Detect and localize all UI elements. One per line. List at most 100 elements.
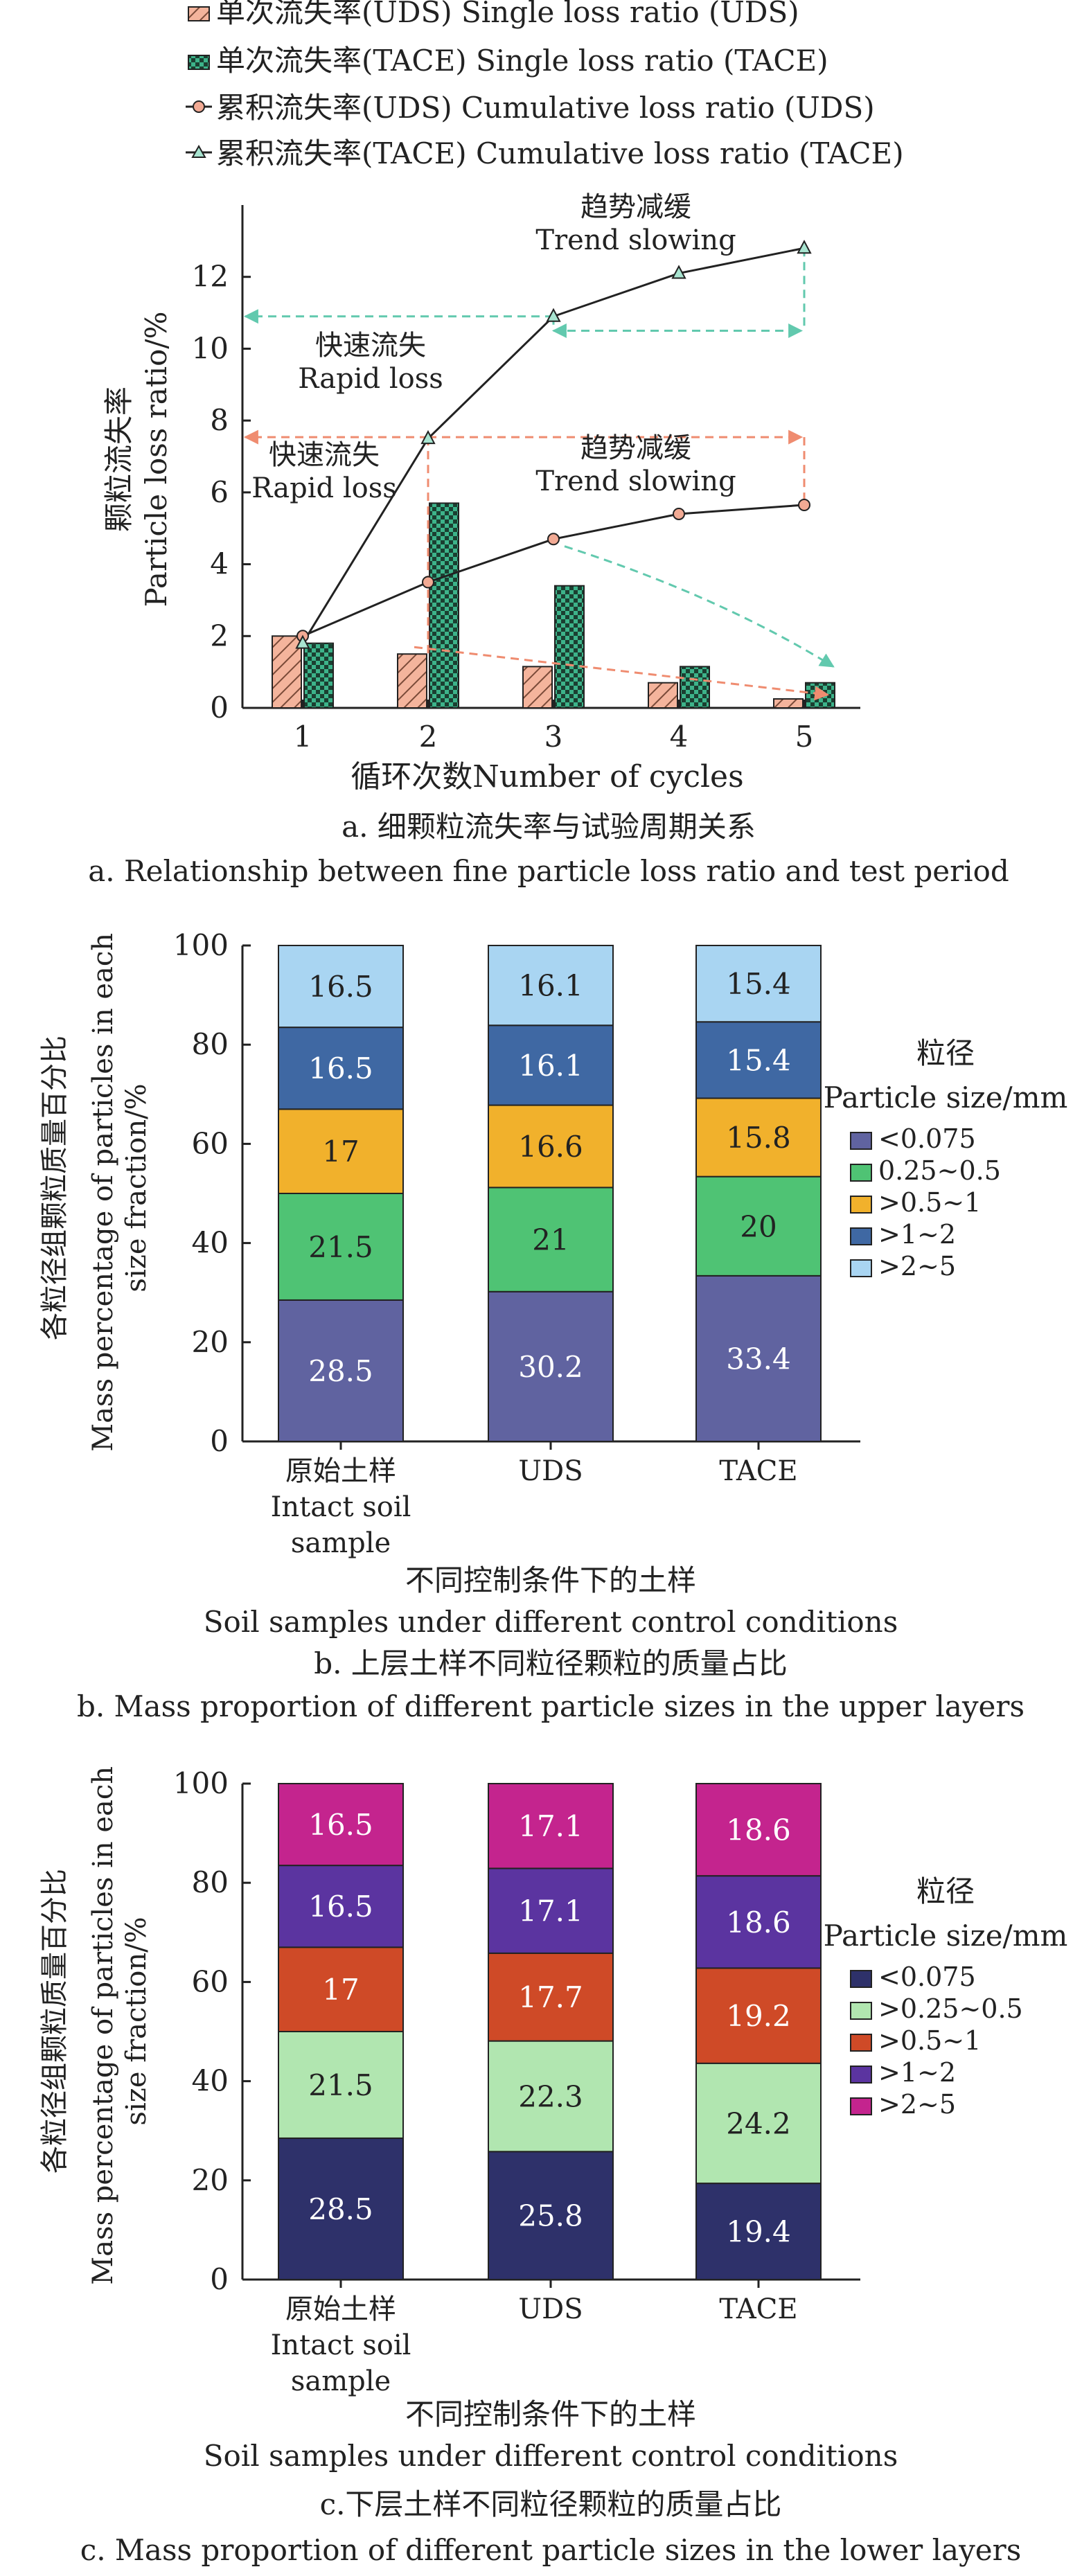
x-tick-label: 3 — [544, 720, 563, 754]
segment-value-label: 19.2 — [726, 1999, 791, 2033]
stacked-bar-segment — [278, 1946, 404, 2033]
stacked-bar-segment — [488, 2040, 614, 2153]
stacked-bar-segment — [695, 1021, 822, 1099]
legend-title-cn: 粒径 — [916, 1874, 975, 1908]
segment-value-label: 16.1 — [518, 1049, 583, 1083]
stacked-bar-segment — [488, 1867, 614, 1954]
panel-a-legend: 单次流失率(UDS) Single loss ratio (UDS) 单次流失率… — [186, 0, 904, 170]
y-axis-label-cn: 颗粒流失率 — [102, 387, 136, 532]
segment-value-label: 21 — [532, 1223, 569, 1257]
annotation-text: 趋势减缓 — [580, 432, 691, 464]
x-tick-label: TACE — [719, 1455, 797, 1487]
panel-a-ylabel: 颗粒流失率 — [102, 387, 136, 532]
legend-swatch — [850, 1970, 872, 1988]
segment-value-label: 16.5 — [308, 1808, 373, 1842]
x-axis-label-en: Soil samples under different control con… — [204, 2439, 898, 2473]
legend-swatch-tace-bar — [188, 55, 210, 70]
y-tick-label: 80 — [192, 1865, 229, 1899]
segment-value-label: 18.6 — [726, 1813, 791, 1847]
legend-label: <0.075 — [878, 1962, 976, 1992]
panel-caption-en: b. Mass proportion of different particle… — [77, 1689, 1025, 1723]
stacked-bar-segment — [488, 1187, 614, 1293]
legend-label: 累积流失率(UDS) Cumulative loss ratio (UDS) — [216, 91, 875, 125]
legend-title-cn: 粒径 — [916, 1036, 975, 1070]
legend-marker-tace — [191, 144, 206, 158]
y-axis-label-line: size fraction/% — [121, 1083, 152, 1292]
panel-b-legend: 粒径 Particle size/mm <0.0750.25~0.5>0.5~1>1… — [824, 1036, 1068, 1281]
legend-label: 单次流失率(UDS) Single loss ratio (UDS) — [216, 0, 799, 29]
legend-label: >1~2 — [878, 2057, 956, 2088]
segment-value-label: 25.8 — [518, 2199, 583, 2233]
panel-b-plot: 0 20 40 60 80 100 原始土样 Intact soil sample 28.5 21.… — [173, 928, 860, 1559]
panel-caption-cn: b. 上层土样不同粒径颗粒的质量占比 — [314, 1646, 788, 1680]
bar-tace-single — [805, 682, 835, 709]
x-tick-label: 4 — [670, 720, 689, 754]
legend-label: 0.25~0.5 — [878, 1155, 1001, 1186]
legend-swatch — [850, 1227, 872, 1245]
segment-value-label: 24.2 — [726, 2106, 791, 2140]
y-axis-label-cn: 各粒径组颗粒质量百分比 — [39, 1869, 71, 2174]
stacked-bar-segment — [278, 1865, 404, 1948]
stacked-bar-segment — [278, 2137, 404, 2280]
trend-arrow-tace — [564, 545, 835, 668]
y-tick-label: 4 — [210, 547, 229, 581]
y-tick-label: 8 — [210, 403, 229, 437]
x-axis-label-cn: 不同控制条件下的土样 — [405, 2397, 696, 2431]
segment-value-label: 16.5 — [308, 1890, 373, 1924]
segment-value-label: 21.5 — [308, 1230, 373, 1264]
segment-value-label: 17 — [322, 1135, 359, 1169]
x-tick-label: UDS — [518, 1455, 583, 1487]
segment-value-label: 19.4 — [726, 2215, 791, 2249]
segment-value-label: 15.4 — [726, 1043, 791, 1077]
x-tick-label: Intact soil — [271, 1491, 411, 1523]
y-tick-label: 6 — [210, 475, 229, 509]
panel-b-ylabel-en: Mass percentage of particles in each siz… — [87, 933, 152, 1452]
annotation-text: 快速流失 — [315, 330, 426, 362]
segment-value-label: 16.1 — [518, 969, 583, 1003]
segment-value-label: 16.5 — [308, 1051, 373, 1085]
y-tick-label: 20 — [192, 2163, 229, 2197]
y-tick-label: 10 — [192, 331, 229, 365]
x-tick-label: sample — [291, 2365, 391, 2397]
segment-value-label: 17.1 — [518, 1894, 583, 1928]
panel-caption-cn: c.下层土样不同粒径颗粒的质量占比 — [320, 2487, 782, 2521]
segment-value-label: 20 — [740, 1209, 777, 1243]
segment-value-label: 15.4 — [726, 967, 791, 1001]
point-tace-cumulative — [546, 308, 561, 322]
y-axis-label-line: size fraction/% — [121, 1917, 152, 2125]
legend-title-en: Particle size/mm — [824, 1919, 1068, 1953]
bar-tace-single — [680, 666, 710, 709]
stacked-bar-segment — [695, 2062, 822, 2185]
y-tick-label: 20 — [192, 1325, 229, 1359]
stacked-bar-segment — [278, 945, 404, 1029]
line-uds-cumulative — [302, 504, 805, 637]
stacked-bar-segment — [488, 945, 614, 1027]
x-tick-label: 1 — [294, 720, 312, 754]
panel-a: 单次流失率(UDS) Single loss ratio (UDS) 单次流失率… — [88, 0, 1009, 888]
y-axis-label-en: Mass percentage of particles in each siz… — [87, 1757, 152, 2285]
x-tick-label: 5 — [795, 720, 814, 754]
legend-label: >2~5 — [878, 1251, 956, 1281]
panel-caption-en: c. Mass proportion of different particle… — [80, 2533, 1022, 2567]
segment-value-label: 18.6 — [726, 1906, 791, 1939]
y-tick-label: 2 — [210, 619, 229, 652]
legend-label: >2~5 — [878, 2089, 956, 2120]
stacked-bar-segment — [695, 1274, 822, 1442]
segment-value-label: 28.5 — [308, 2192, 373, 2226]
x-tick-label: 2 — [419, 720, 438, 754]
segment-value-label: 16.6 — [518, 1130, 583, 1164]
bar-tace-single — [554, 585, 585, 709]
x-axis-label-cn: 不同控制条件下的土样 — [405, 1563, 696, 1597]
y-tick-label: 60 — [192, 1964, 229, 1998]
panel-b: 各粒径组颗粒质量百分比 Mass percentage of particles… — [39, 928, 1068, 1723]
point-tace-cumulative — [797, 240, 812, 254]
stacked-bar-segment — [278, 2031, 404, 2139]
stacked-bar-segment — [695, 945, 822, 1023]
legend-swatch — [850, 2002, 872, 2020]
y-tick-label: 40 — [192, 2064, 229, 2098]
panel-a-ylabel-en: Particle loss ratio/% — [139, 312, 173, 607]
y-axis-label-line: Mass percentage of particles in each — [87, 1766, 119, 2285]
annotation-text: Rapid loss — [298, 363, 443, 395]
annotation-text: Rapid loss — [251, 472, 397, 504]
legend-label: 单次流失率(TACE) Single loss ratio (TACE) — [216, 44, 828, 78]
